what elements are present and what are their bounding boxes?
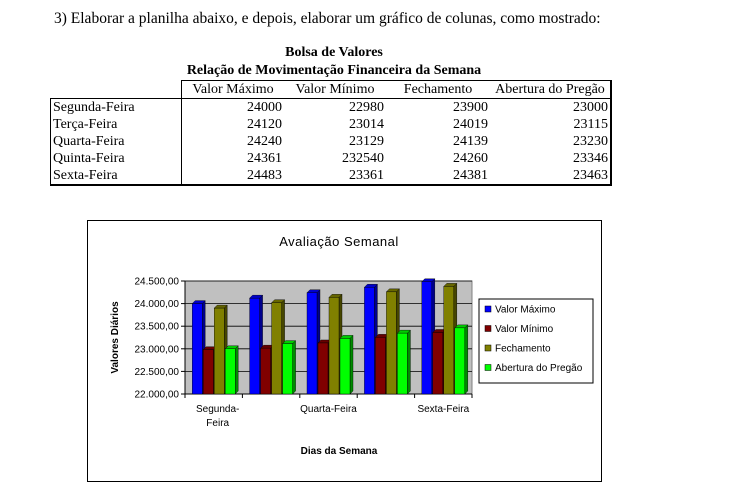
bar-side-face [234,345,239,395]
bar [339,338,351,395]
legend-entry: Valor Mínimo [495,324,554,335]
table-row: Segunda-Feira 24000 22980 23900 23000 [50,98,612,116]
table-cell: 24019 [453,117,488,132]
table-cell: 23129 [349,134,384,149]
row-label: Segunda-Feira [50,98,182,116]
row-label: Terça-Feira [50,116,182,133]
y-axis-title: Valores Diários [110,301,121,374]
table-cell: 23014 [349,117,384,132]
bar [397,332,408,395]
x-axis-title: Dias da Semana [301,446,378,457]
table-cell: 24139 [453,134,488,149]
spreadsheet-table: Valor Máximo Valor Mínimo Fechamento Abe… [50,80,612,186]
table-row: Quarta-Feira 24240 23129 24139 23230 [50,133,612,150]
y-tick-label: 22.500,00 [135,367,180,378]
bar [213,307,225,395]
bar [454,327,465,395]
bar-side-face [292,340,296,395]
table-subtitle: Relação de Movimentação Financeira da Se… [186,63,482,78]
table-cell: 24483 [181,167,284,186]
table-cell: 23000 [490,98,612,116]
table-cell: 24120 [181,116,284,133]
bar [306,292,318,395]
legend-swatch [484,364,492,371]
table-title: Bolsa de Valores [285,45,383,60]
table-cell: 24381 [386,167,490,186]
table-cell: 24260 [453,151,488,166]
y-tick-label: 22.000,00 [135,390,180,401]
bar [375,337,386,395]
bar [282,343,293,395]
bar [191,303,203,395]
table-cell: 24000 [181,98,284,116]
bar [249,297,260,395]
column-header: Valor Máximo [181,80,284,99]
table-cell: 23346 [490,150,612,167]
legend-entry: Valor Máximo [495,305,556,316]
bar [421,281,432,395]
bar [328,297,340,395]
table-cell: 232540 [342,151,384,166]
table-cell: 24240 [181,133,284,150]
table-cell: 23900 [386,98,490,116]
legend-entry: Fechamento [495,344,551,355]
column-header: Abertura do Pregão [490,80,612,99]
column-chart: Avaliação Semanal 22.000,00 22.500,00 23.00… [87,220,602,482]
bar-side-face [349,334,354,395]
bar [443,286,454,395]
table-row: Sexta-Feira 24483 23361 24381 23463 [50,167,612,186]
y-tick-label: 23.000,00 [135,344,180,355]
legend-swatch [484,325,492,332]
column-header: Valor Mínimo [284,80,386,99]
x-tick-label: Feira [206,418,229,429]
table-row: Quinta-Feira 24361 232540 24260 23346 [50,150,612,167]
bar [224,348,236,395]
chart-legend [478,298,594,384]
y-tick-label: 24.000,00 [135,299,180,310]
legend-swatch [484,305,492,313]
table-cell: 23361 [284,167,386,186]
table-cell: 23230 [490,133,612,150]
chart-title: Avaliação Semanal [279,234,399,249]
bar-side-face [407,329,411,395]
bar [202,349,214,395]
chart-svg: Avaliação Semanal 22.000,00 22.500,00 23.00… [110,234,594,457]
bar-side-face [464,324,468,395]
bar [364,287,375,395]
y-tick-label: 23.500,00 [135,322,180,333]
table-header-row: Valor Máximo Valor Mínimo Fechamento Abe… [51,80,612,99]
table-row: Terça-Feira 24120 23014 24019 23115 [50,116,612,133]
bar [271,302,282,395]
bar [386,291,397,395]
x-tick-label: Sexta-Feira [417,404,469,415]
row-label: Quinta-Feira [50,150,182,167]
x-tick-label: Quarta-Feira [300,404,357,415]
table-cell: 24361 [181,150,284,167]
legend-swatch [484,344,492,352]
y-tick-label: 24.500,00 [135,277,180,288]
x-tick-label: Segunda- [196,404,239,415]
bar [432,332,443,395]
bar [317,342,329,395]
bar [260,347,271,395]
row-label: Sexta-Feira [50,167,182,186]
legend-entry: Abertura do Pregão [495,363,583,374]
table-cell: 23463 [490,167,612,186]
table-cell: 23115 [490,116,612,133]
table-cell: 22980 [284,98,386,116]
exercise-instruction: 3) Elaborar a planilha abaixo, e depois,… [54,10,601,27]
column-header: Fechamento [386,80,490,99]
header-blank-cell [51,81,182,99]
row-label: Quarta-Feira [50,133,182,150]
